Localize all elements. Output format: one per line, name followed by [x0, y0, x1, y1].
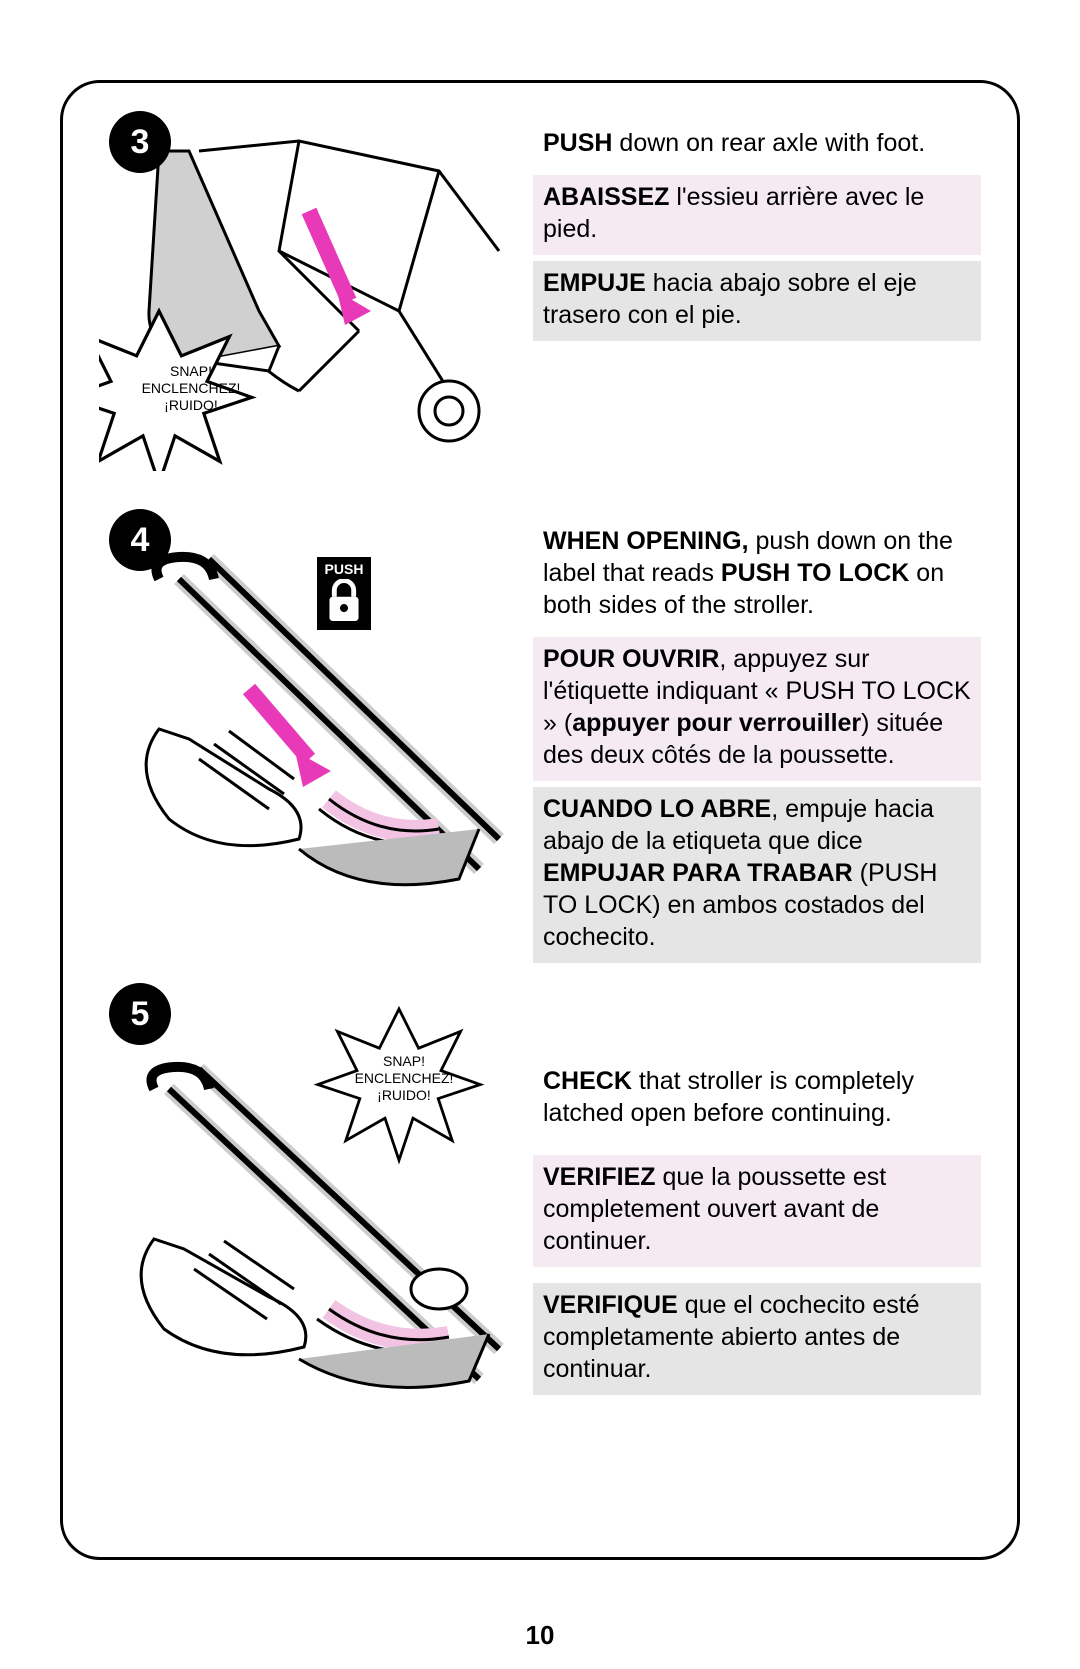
step-4-illustration: PUSH [99, 509, 509, 909]
snap-es-5: ¡RUIDO! [329, 1087, 479, 1104]
snap-fr-5: ENCLENCHEZ! [329, 1070, 479, 1087]
starburst-3: SNAP! ENCLENCHEZ! ¡RUIDO! [111, 363, 271, 413]
lock-icon [323, 579, 365, 624]
step-5-badge: 5 [109, 983, 171, 1045]
step-3-text: PUSH down on rear axle with foot. ABAISS… [533, 111, 981, 471]
step-3: 3 [99, 111, 981, 471]
step-5-en: CHECK that stroller is completely latche… [533, 1059, 981, 1139]
step-5-es: VERIFIQUE que el cochecito esté completa… [533, 1283, 981, 1395]
step-4-text: WHEN OPENING, push down on the label tha… [533, 509, 981, 963]
step-3-en: PUSH down on rear axle with foot. [533, 121, 981, 169]
step-5: 5 [99, 989, 981, 1409]
step-4-es: CUANDO LO ABRE, empuje hacia abajo de la… [533, 787, 981, 963]
step-5-fr: VERIFIEZ que la poussette est completeme… [533, 1155, 981, 1267]
page-frame: 3 [60, 80, 1020, 1560]
step-4: 4 [99, 509, 981, 963]
step-5-text: CHECK that stroller is completely latche… [533, 989, 981, 1409]
step-4-visual: 4 [99, 509, 509, 963]
step-4-badge: 4 [109, 509, 171, 571]
page-number: 10 [0, 1620, 1080, 1651]
step-3-es: EMPUJE hacia abajo sobre el eje trasero … [533, 261, 981, 341]
snap-fr: ENCLENCHEZ! [111, 380, 271, 397]
step-4-fr: POUR OUVRIR, appuyez sur l'étiquette ind… [533, 637, 981, 781]
snap-en-5: SNAP! [329, 1053, 479, 1070]
step-5-illustration: SNAP! ENCLENCHEZ! ¡RUIDO! [99, 989, 509, 1409]
starburst-5: SNAP! ENCLENCHEZ! ¡RUIDO! [329, 1053, 479, 1103]
step-5-visual: 5 [99, 989, 509, 1409]
snap-en: SNAP! [111, 363, 271, 380]
snap-es: ¡RUIDO! [111, 397, 271, 414]
push-lock-label: PUSH [317, 557, 371, 630]
step-3-fr: ABAISSEZ l'essieu arrière avec le pied. [533, 175, 981, 255]
step-3-visual: 3 [99, 111, 509, 471]
step-3-badge: 3 [109, 111, 171, 173]
step-4-en: WHEN OPENING, push down on the label tha… [533, 519, 981, 631]
push-label-text: PUSH [325, 561, 364, 577]
